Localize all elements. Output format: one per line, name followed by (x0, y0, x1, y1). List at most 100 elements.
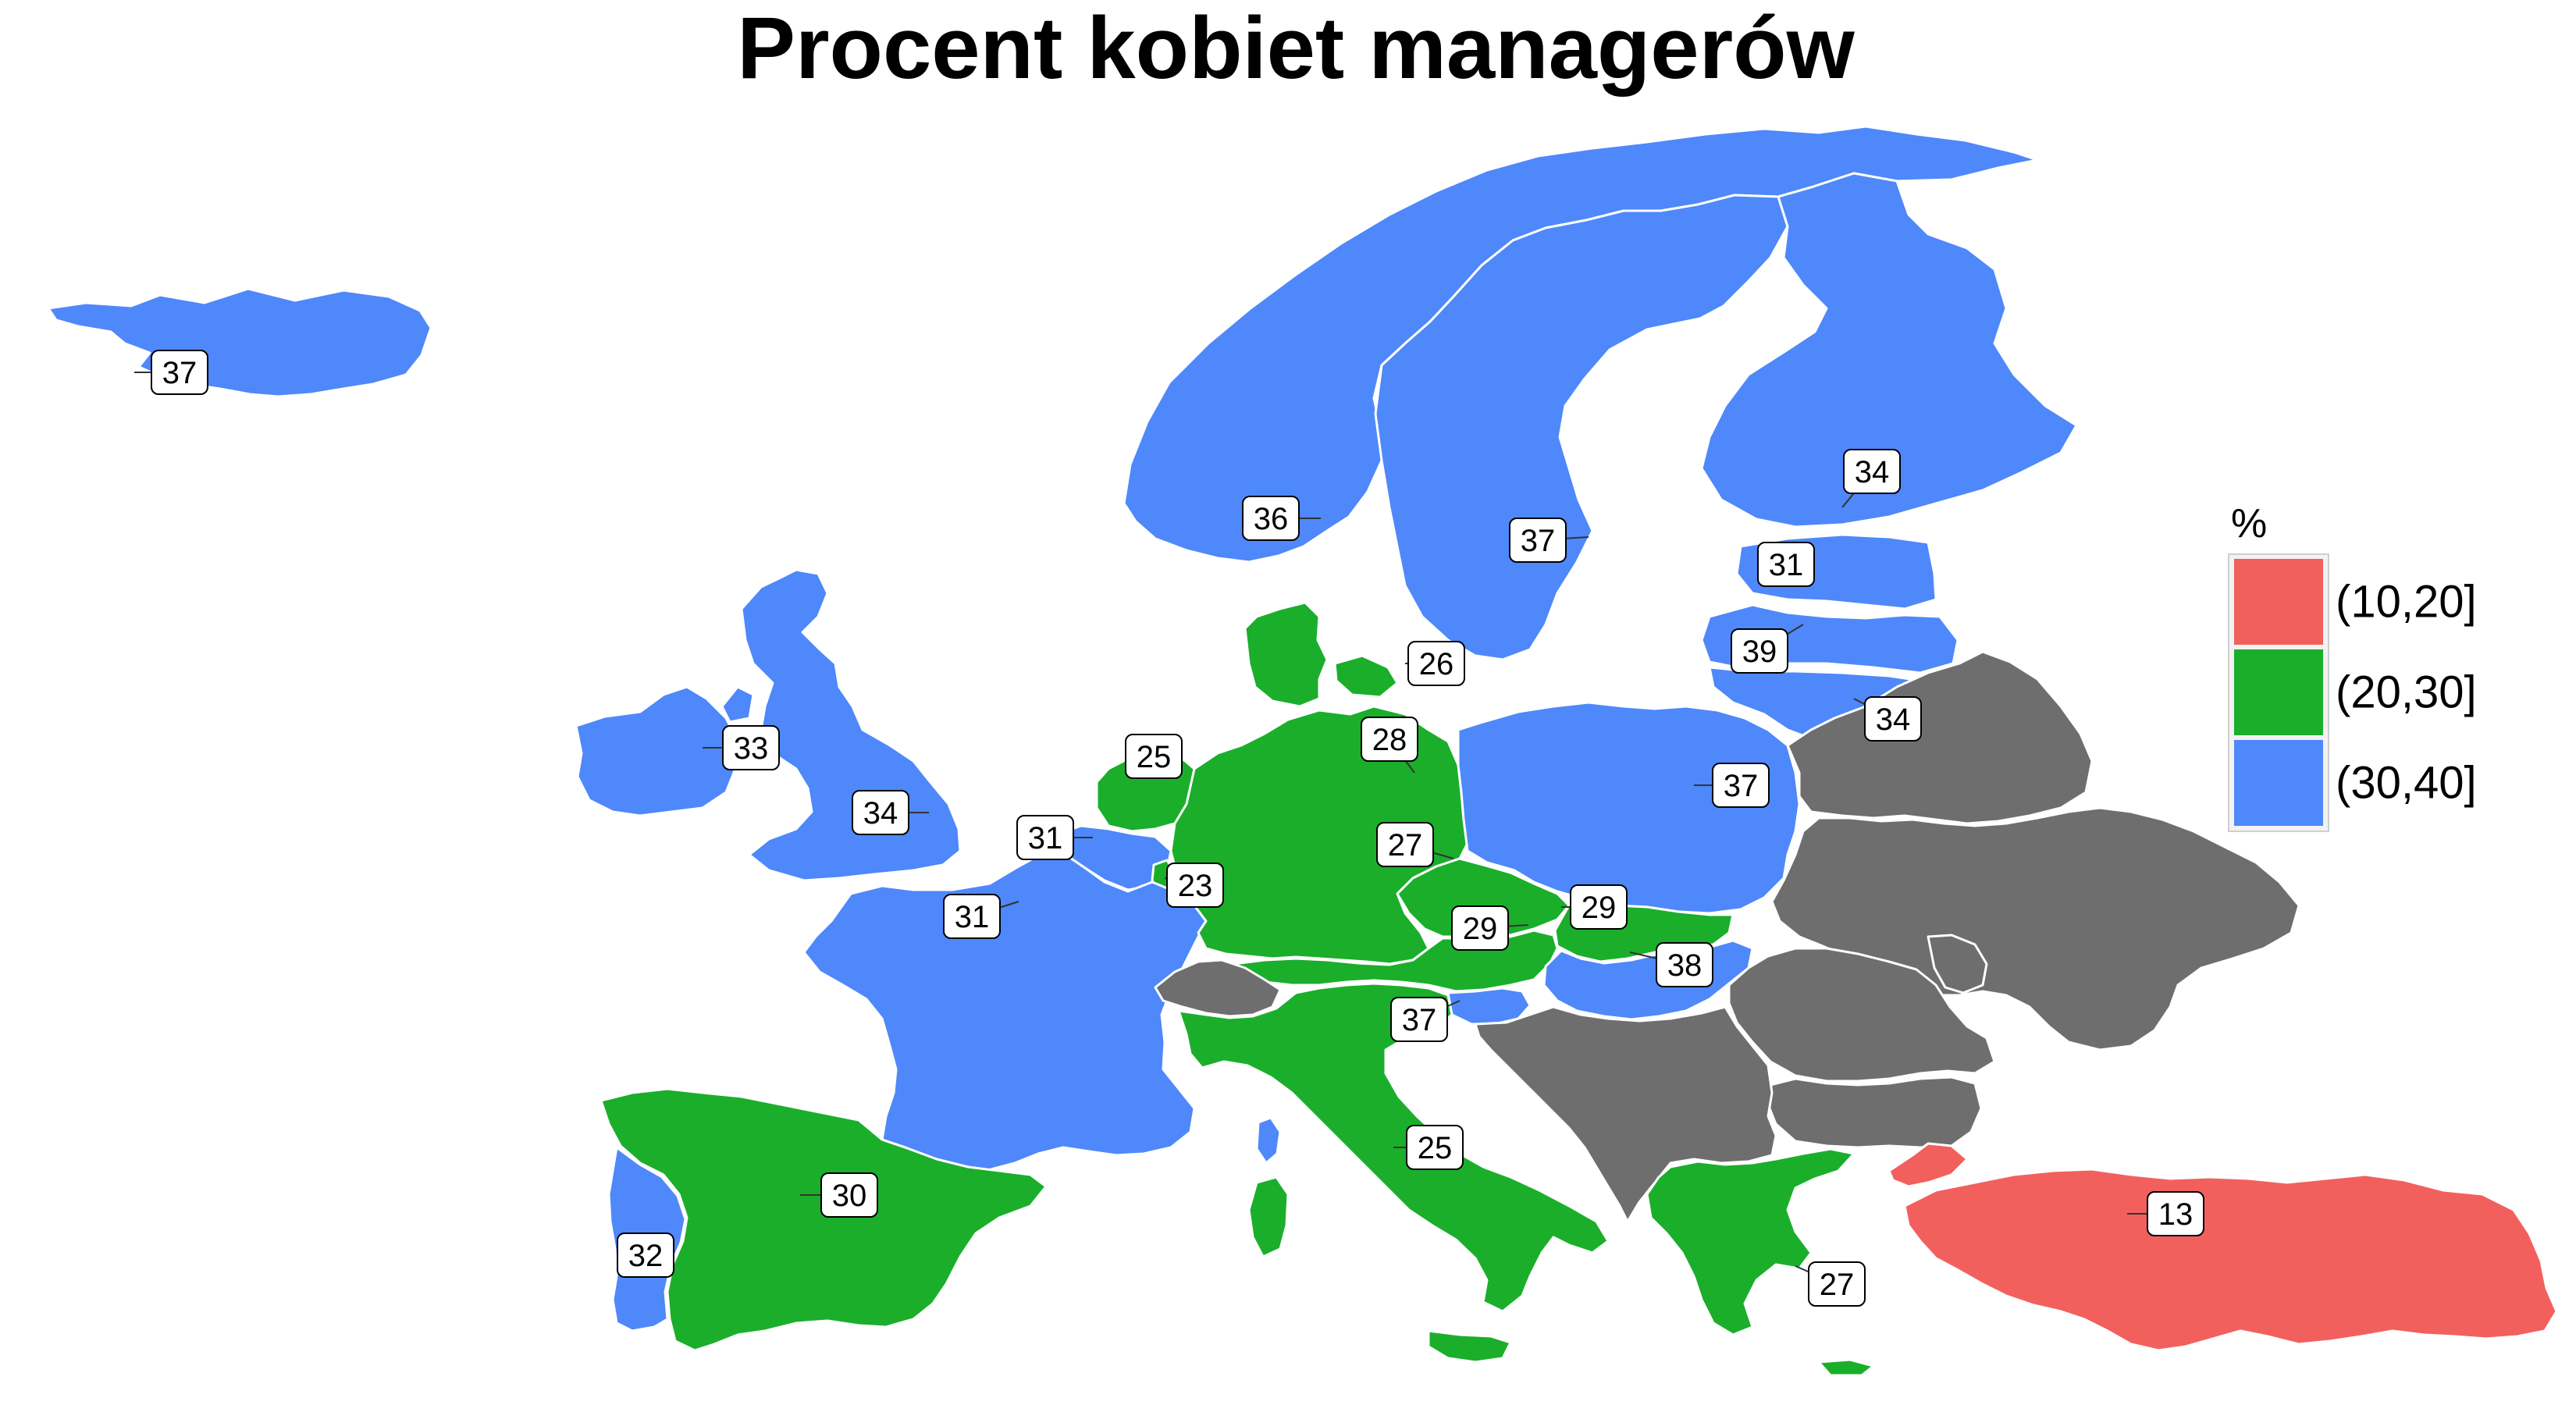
legend: % (10,20] (20,30] (30,40] (2228, 501, 2477, 832)
legend-label-30-40: (30,40] (2336, 758, 2477, 809)
value-label-text: 38 (1667, 948, 1703, 983)
value-label-hungary: 38 (1656, 942, 1713, 987)
value-label-latvia: 39 (1731, 628, 1788, 674)
value-label-text: 33 (734, 731, 769, 766)
country-ireland (575, 685, 739, 817)
value-label-box (151, 350, 208, 395)
value-label-text: 25 (1418, 1131, 1453, 1165)
country-denmark (1244, 601, 1399, 708)
value-label-text: 29 (1463, 912, 1498, 946)
value-label-estonia: 31 (1757, 542, 1815, 587)
value-label-denmark: 26 (1407, 641, 1465, 686)
value-label-text: 37 (1724, 769, 1759, 803)
legend-label-10-20: (10,20] (2336, 577, 2477, 628)
value-label-text: 26 (1419, 647, 1454, 681)
value-label-text: 31 (1028, 821, 1063, 855)
legend-key-30-40 (2234, 740, 2323, 826)
value-label-germany: 28 (1361, 717, 1418, 762)
value-label-text: 30 (832, 1179, 867, 1213)
value-label-luxembourg: 23 (1166, 863, 1224, 908)
value-label-portugal: 32 (617, 1232, 674, 1278)
value-label-slovenia: 37 (1390, 997, 1448, 1042)
value-label-netherlands: 25 (1125, 734, 1183, 779)
country-western-balkans (1474, 1005, 1777, 1223)
country-slovenia (1446, 987, 1532, 1026)
value-label-united-kingdom: 34 (852, 790, 909, 835)
value-label-box (1712, 763, 1770, 808)
value-label-box (1166, 863, 1224, 908)
value-label-text: 37 (1402, 1003, 1437, 1037)
value-label-box (1656, 942, 1713, 987)
value-label-box (1757, 542, 1815, 587)
value-label-box (852, 790, 909, 835)
map-title: Procent kobiet managerów (737, 0, 1855, 97)
value-label-box (1808, 1261, 1866, 1307)
value-label-slovakia: 29 (1570, 884, 1628, 930)
value-label-box (722, 725, 780, 770)
value-label-box (1016, 815, 1074, 860)
country-italy (1177, 982, 1610, 1364)
value-label-text: 36 (1254, 502, 1289, 536)
value-label-text: 28 (1372, 723, 1407, 757)
country-spain (600, 1087, 1048, 1352)
country-iceland (47, 287, 432, 398)
value-label-box (1390, 997, 1448, 1042)
value-label-spain: 30 (820, 1172, 878, 1218)
value-label-text: 31 (955, 900, 990, 934)
value-label-belgium: 31 (1016, 815, 1074, 860)
value-label-box (1407, 641, 1465, 686)
value-label-text: 34 (863, 796, 898, 831)
value-label-iceland: 37 (151, 350, 208, 395)
legend-label-20-30: (20,30] (2336, 667, 2477, 718)
country-czechia (1396, 857, 1571, 938)
country-germany (1169, 705, 1469, 966)
value-label-text: 31 (1769, 548, 1804, 582)
value-label-text: 25 (1137, 740, 1172, 774)
country-france-corsica (1255, 1116, 1282, 1165)
value-label-box (2147, 1191, 2204, 1236)
value-label-text: 37 (1521, 524, 1556, 558)
value-label-box (1242, 496, 1300, 541)
value-label-box (1361, 717, 1418, 762)
value-label-text: 13 (2158, 1197, 2194, 1232)
value-label-box (820, 1172, 878, 1218)
value-label-box (1570, 884, 1628, 930)
value-label-text: 37 (162, 356, 197, 390)
country-france (802, 848, 1208, 1172)
value-label-greece: 27 (1808, 1261, 1866, 1307)
country-romania (1727, 947, 1996, 1083)
value-label-sweden: 37 (1509, 518, 1567, 563)
value-label-text: 23 (1178, 869, 1213, 903)
value-label-turkey: 13 (2147, 1191, 2204, 1236)
value-label-box (1376, 822, 1434, 867)
value-label-text: 34 (1855, 455, 1890, 489)
value-label-france: 31 (943, 894, 1001, 939)
value-label-text: 29 (1582, 891, 1617, 925)
country-cyprus (2264, 1358, 2287, 1366)
value-label-box (943, 894, 1001, 939)
value-label-austria: 29 (1451, 905, 1509, 951)
country-sweden (1374, 194, 1789, 661)
legend-title: % (2231, 501, 2267, 546)
value-label-box (1125, 734, 1183, 779)
value-label-czechia: 27 (1376, 822, 1434, 867)
value-label-lithuania: 34 (1864, 696, 1922, 742)
value-label-norway: 36 (1242, 496, 1300, 541)
value-label-text: 32 (628, 1239, 664, 1273)
value-label-box (1451, 905, 1509, 951)
legend-key-10-20 (2234, 559, 2323, 645)
value-label-finland: 34 (1843, 449, 1901, 494)
country-turkey (1888, 1142, 2558, 1352)
value-label-box (617, 1232, 674, 1278)
value-label-box (1864, 696, 1922, 742)
country-switzerland (1154, 959, 1282, 1018)
value-label-text: 27 (1388, 828, 1423, 863)
value-label-text: 39 (1742, 635, 1777, 669)
value-label-text: 27 (1820, 1268, 1855, 1302)
value-label-box (1731, 628, 1788, 674)
country-moldova (1927, 934, 1988, 994)
value-label-box (1843, 449, 1901, 494)
value-label-poland: 37 (1712, 763, 1770, 808)
